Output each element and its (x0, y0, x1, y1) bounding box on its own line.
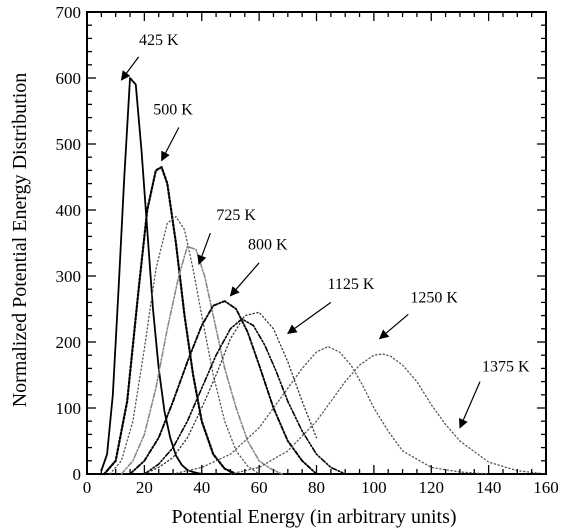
y-tick-label: 500 (56, 135, 82, 154)
curve-annotations: 425 K 500 K 725 K 800 K 1125 K 1250 K 1375 K (120, 32, 530, 429)
x-tick-label: 160 (533, 478, 559, 497)
x-tick-label: 140 (476, 478, 502, 497)
series-line-500-k (103, 166, 238, 476)
x-tick-label: 0 (83, 478, 92, 497)
annotation-arrow (120, 56, 140, 81)
axis-ticks (86, 11, 547, 475)
x-tick-label: 100 (361, 478, 387, 497)
y-axis-title: Normalized Potential Energy Distribution (9, 73, 31, 408)
annotation-arrow (229, 262, 260, 297)
series-line-1125-k (129, 300, 318, 475)
series-line-1250-k (143, 318, 346, 475)
annotation-label: 425 K (139, 32, 179, 49)
annotation-arrow (378, 313, 409, 340)
plot-frame (86, 11, 547, 475)
annotation-arrow (458, 381, 481, 429)
annotation-label: 1250 K (410, 289, 458, 306)
x-tick-label: 120 (419, 478, 445, 497)
x-tick-label: 80 (308, 478, 325, 497)
series-line-1375-k (143, 311, 318, 475)
tick-labels: 0 20 40 60 80 100 120 140 160 0 100 200 300 400 500 600… (56, 3, 559, 497)
y-tick-label: 0 (73, 465, 82, 484)
y-tick-label: 400 (56, 201, 82, 220)
x-tick-label: 20 (136, 478, 153, 497)
y-tick-label: 200 (56, 333, 82, 352)
annotation-label: 1125 K (327, 276, 374, 293)
series-line-425-k (100, 77, 206, 475)
series-line-1375-k-c (229, 353, 547, 475)
plot-area (86, 11, 547, 476)
annotation-label: 500 K (153, 101, 193, 118)
annotation-arrow (161, 127, 180, 162)
x-tick-label: 40 (193, 478, 210, 497)
y-tick-label: 100 (56, 399, 82, 418)
series-line-725-k (109, 215, 260, 475)
annotation-label: 1375 K (482, 359, 530, 376)
y-tick-label: 700 (56, 3, 82, 22)
series-line-1375-k-b (172, 345, 490, 475)
x-axis-title: Potential Energy (in arbitrary units) (171, 506, 456, 528)
annotation-arrow (197, 232, 211, 266)
annotation-label: 800 K (248, 237, 288, 254)
y-tick-label: 600 (56, 69, 82, 88)
x-tick-label: 60 (251, 478, 268, 497)
annotation-label: 725 K (216, 207, 256, 224)
y-tick-label: 300 (56, 267, 82, 286)
annotation-arrow (287, 301, 332, 334)
